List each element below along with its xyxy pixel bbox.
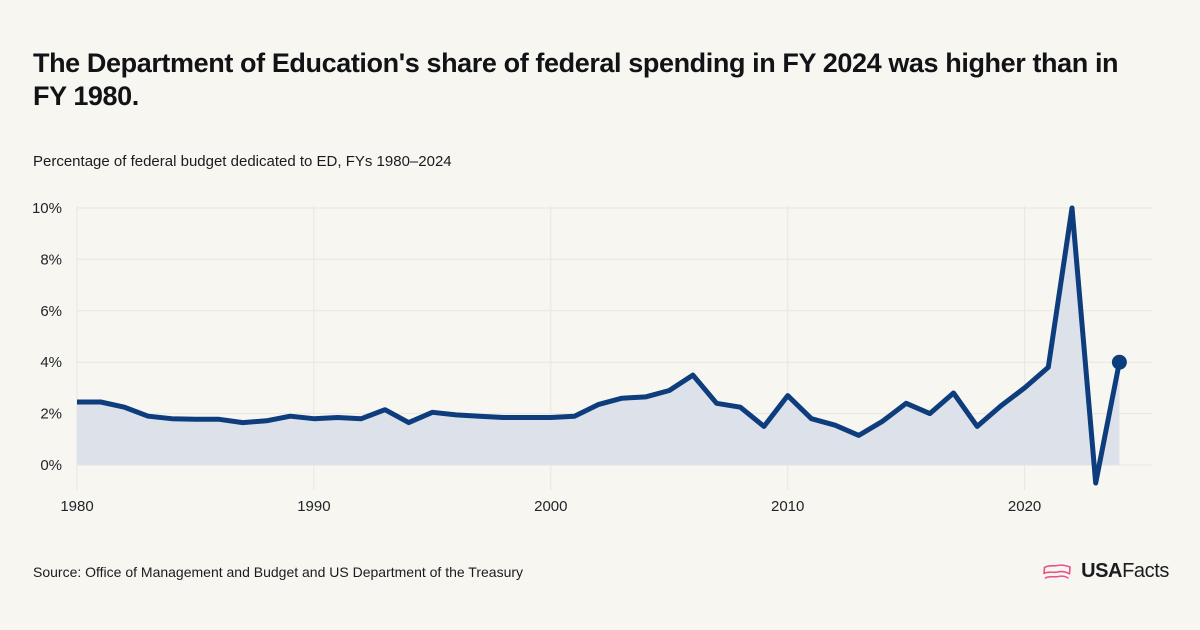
y-tick-label: 4%	[40, 354, 62, 371]
area-fill	[77, 208, 1120, 465]
brand-wordmark: USAFacts	[1081, 560, 1169, 583]
x-tick-label: 2010	[771, 498, 804, 515]
y-tick-label: 2%	[40, 406, 62, 423]
usa-flag-icon	[1043, 564, 1071, 579]
brand-facts: Facts	[1122, 559, 1169, 582]
y-tick-label: 6%	[40, 303, 62, 320]
x-tick-label: 1980	[60, 498, 93, 515]
source-note: Source: Office of Management and Budget …	[33, 564, 524, 580]
y-tick-label: 8%	[40, 251, 62, 268]
chart-subtitle: Percentage of federal budget dedicated t…	[33, 153, 452, 170]
usafacts-logo: USAFacts	[1041, 556, 1169, 586]
y-tick-label: 0%	[40, 457, 62, 474]
y-tick-label: 10%	[32, 200, 62, 217]
x-tick-label: 1990	[297, 498, 330, 515]
page-title: The Department of Education's share of f…	[33, 48, 1119, 111]
x-tick-label: 2020	[1008, 498, 1041, 515]
x-tick-label: 2000	[534, 498, 567, 515]
end-point-marker	[1111, 354, 1127, 370]
trend-line	[77, 205, 1122, 486]
brand-usa: USA	[1081, 559, 1123, 582]
